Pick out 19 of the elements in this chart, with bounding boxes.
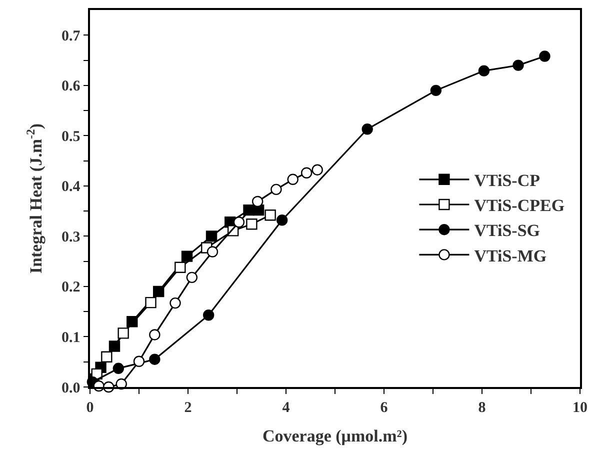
x-axis-title: Coverage (μmol.m²) bbox=[262, 426, 408, 446]
y-tick-label: 0.7 bbox=[62, 28, 81, 44]
x-tick-label: 10 bbox=[572, 400, 588, 416]
y-tick-label: 0.3 bbox=[62, 229, 80, 246]
y-tick-label: 0.0 bbox=[62, 380, 80, 396]
legend-label: VTiS-MG bbox=[474, 246, 547, 266]
y-tick-label: 0.6 bbox=[62, 78, 81, 95]
y-tick-label: 0.5 bbox=[62, 128, 80, 145]
legend-label: VTiS-CPEG bbox=[474, 196, 565, 216]
y-tick-label: 0.4 bbox=[62, 179, 81, 196]
y-tick-label: 0.2 bbox=[62, 280, 80, 296]
x-tick-label: 0 bbox=[86, 400, 94, 416]
legend-label: VTiS-SG bbox=[474, 221, 540, 240]
x-tick-label: 8 bbox=[478, 400, 486, 416]
x-tick-label: 4 bbox=[282, 400, 290, 416]
legend-label: VTiS-CP bbox=[474, 171, 540, 190]
y-tick-label: 0.1 bbox=[62, 330, 80, 346]
x-tick-label: 2 bbox=[184, 400, 192, 416]
x-tick-label: 6 bbox=[380, 400, 388, 416]
